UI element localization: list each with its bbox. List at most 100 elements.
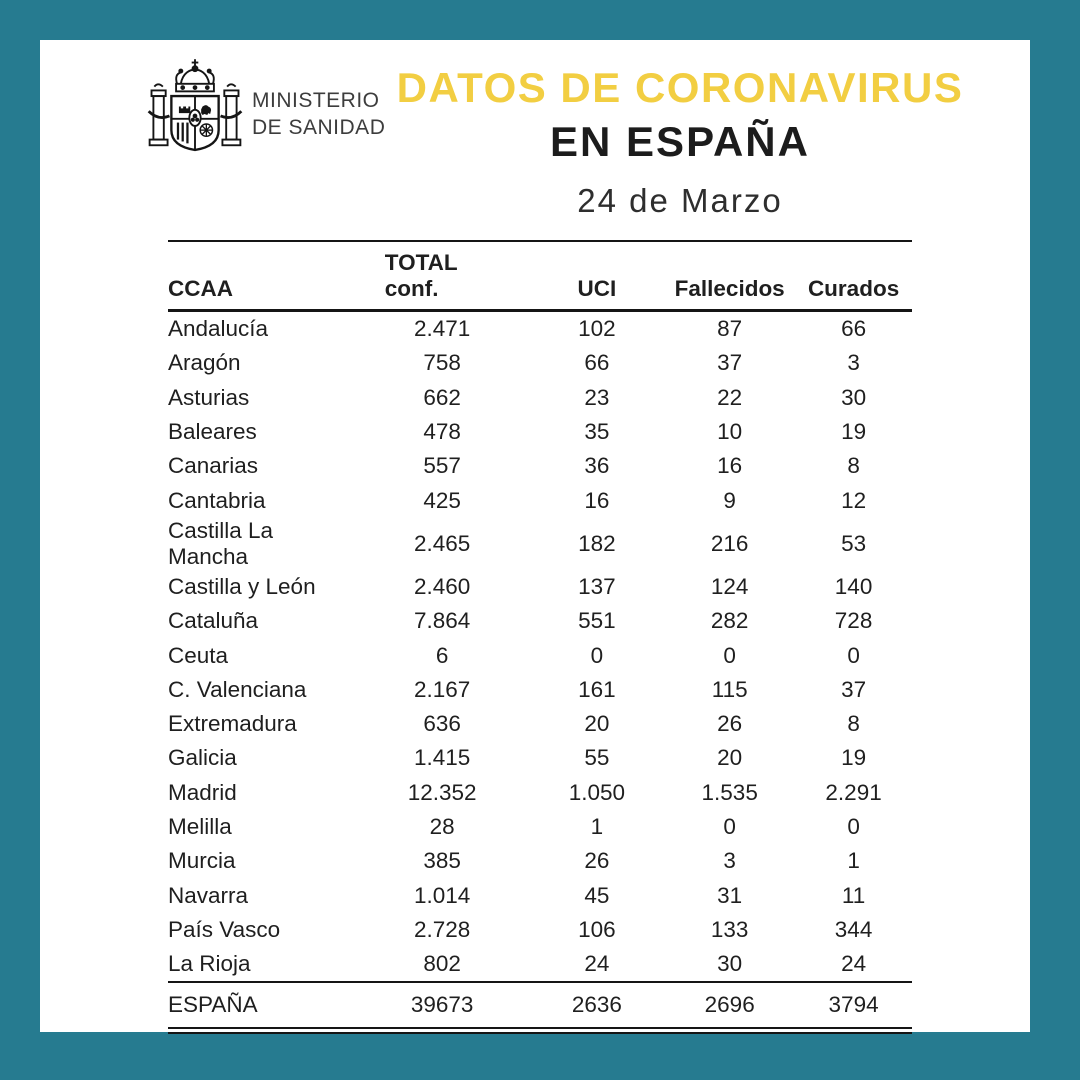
cell-curados: 1 [847, 848, 860, 874]
cell-ccaa: Madrid [168, 779, 237, 805]
cell-fallecidos: 30 [717, 951, 743, 977]
cell-fallecidos: 133 [710, 916, 749, 942]
cell-curados: 344 [834, 916, 873, 942]
cell-uci: 551 [578, 608, 616, 634]
table-row: Canarias 557 36 16 8 [168, 449, 912, 483]
cell-conf: 385 [423, 848, 461, 874]
cell-conf: 2.167 [413, 676, 471, 702]
cell-uci: 1.050 [568, 779, 626, 805]
cell-fallecidos: 3 [723, 848, 736, 874]
cell-curados: 0 [847, 814, 860, 839]
cell-conf: 28 [429, 814, 455, 839]
cell-fallecidos: 22 [717, 384, 743, 410]
report-date: 24 de Marzo [577, 182, 783, 219]
table-row: Melilla 28 1 0 0 [168, 810, 912, 844]
col-header-fallecidos: Fallecidos [664, 240, 796, 312]
cell-curados: 2.291 [825, 779, 882, 805]
cell-ccaa: Castilla y León [168, 573, 316, 599]
cell-ccaa: C. Valenciana [168, 676, 307, 702]
cell-ccaa: Canarias [168, 453, 259, 479]
cell-fallecidos: 115 [711, 676, 748, 702]
cell-ccaa: Galicia [168, 745, 237, 771]
cell-curados: 0 [847, 642, 860, 668]
cell-conf: 802 [423, 951, 461, 977]
cell-conf: 758 [423, 350, 461, 376]
ministry-name-line1: MINISTERIO [252, 89, 380, 112]
cell-uci: 16 [584, 487, 610, 513]
cell-fallecidos: 0 [723, 814, 736, 839]
table-row: Murcia 385 26 3 1 [168, 844, 912, 878]
cell-ccaa: Ceuta [168, 642, 229, 668]
cell-curados: 3 [847, 350, 860, 376]
cell-uci: 20 [584, 711, 610, 737]
total-label: ESPAÑA [168, 981, 355, 1035]
cell-uci: 45 [584, 882, 610, 908]
covid-table: CCAA TOTAL conf. UCI Fallecidos Curados … [168, 240, 912, 1035]
cell-uci: 23 [584, 384, 610, 410]
cell-curados: 11 [841, 882, 866, 908]
cell-curados: 24 [841, 951, 867, 977]
cell-uci: 102 [578, 316, 616, 342]
cell-conf: 2.460 [413, 573, 471, 599]
cell-curados: 19 [841, 745, 867, 771]
table-header: CCAA TOTAL conf. UCI Fallecidos Curados [168, 240, 912, 312]
cell-ccaa: Cataluña [168, 608, 259, 634]
spain-coat-of-arms-icon [147, 59, 243, 152]
cell-fallecidos: 282 [710, 608, 749, 634]
total-curados: 3794 [795, 981, 912, 1035]
cell-curados: 12 [841, 487, 867, 513]
cell-curados: 728 [834, 608, 873, 634]
cell-ccaa: Castilla La Mancha [168, 517, 274, 569]
ministry-name-line2: DE SANIDAD [252, 115, 386, 139]
cell-conf: 662 [423, 384, 461, 410]
cell-fallecidos: 16 [717, 453, 743, 479]
cell-uci: 26 [584, 848, 610, 874]
cell-fallecidos: 0 [723, 642, 736, 668]
col-header-conf: conf. [384, 276, 439, 301]
cell-ccaa: La Rioja [168, 951, 251, 977]
cell-curados: 37 [841, 676, 867, 702]
cell-conf: 1.415 [413, 745, 471, 771]
table-row: Baleares 478 35 10 19 [168, 415, 912, 449]
cell-conf: 1.014 [413, 882, 471, 908]
cell-ccaa: Melilla [168, 814, 232, 839]
cell-uci: 137 [578, 573, 616, 599]
cell-curados: 53 [841, 530, 867, 556]
page-title: DATOS DE CORONAVIRUS [396, 64, 964, 111]
cell-conf: 12.352 [407, 779, 477, 805]
cell-fallecidos: 26 [717, 711, 743, 737]
card: MINISTERIO DE SANIDAD DATOS DE CORONAVIR… [40, 40, 1030, 1035]
cell-fallecidos: 87 [717, 316, 743, 342]
cell-conf: 425 [423, 487, 461, 513]
table-row: Cataluña 7.864 551 282 728 [168, 604, 912, 638]
cell-ccaa: Cantabria [168, 487, 266, 513]
cell-fallecidos: 9 [723, 487, 736, 513]
table-row: Madrid 12.352 1.050 1.535 2.291 [168, 776, 912, 810]
table-row: Castilla y León 2.460 137 124 140 [168, 570, 912, 604]
cell-fallecidos: 216 [710, 530, 749, 556]
cell-uci: 106 [578, 916, 616, 942]
cell-conf: 7.864 [413, 608, 471, 634]
table-row: Cantabria 425 16 9 12 [168, 483, 912, 517]
cell-curados: 140 [834, 573, 873, 599]
table-row: Extremadura 636 20 26 8 [168, 707, 912, 741]
total-row: ESPAÑA 39673 2636 2696 3794 [168, 981, 912, 1035]
cell-conf: 2.471 [413, 316, 471, 342]
col-header-uci: UCI [529, 240, 665, 312]
cell-ccaa: Andalucía [168, 316, 269, 342]
cell-conf: 6 [435, 642, 449, 668]
table-row: Asturias 662 23 22 30 [168, 381, 912, 415]
col-header-curados: Curados [795, 240, 912, 312]
title-block: DATOS DE CORONAVIRUS EN ESPAÑA 24 de Mar… [370, 64, 990, 220]
cell-uci: 55 [584, 745, 610, 771]
cell-uci: 0 [590, 642, 604, 668]
cell-uci: 35 [584, 419, 610, 445]
covid-table-container: CCAA TOTAL conf. UCI Fallecidos Curados … [168, 240, 912, 1035]
cell-ccaa: Murcia [168, 848, 236, 874]
cell-ccaa: Asturias [168, 384, 250, 410]
cell-conf: 557 [423, 453, 461, 479]
page-subtitle: EN ESPAÑA [550, 118, 810, 165]
cell-fallecidos: 1.535 [701, 779, 758, 805]
table-row: Ceuta 6 0 0 0 [168, 638, 912, 672]
